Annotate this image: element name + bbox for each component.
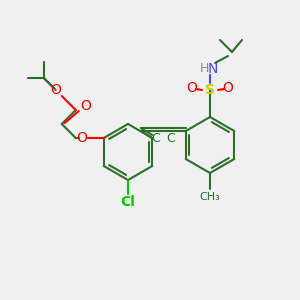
Text: S: S xyxy=(205,83,215,97)
Text: Cl: Cl xyxy=(121,195,135,209)
Text: CH₃: CH₃ xyxy=(200,192,220,202)
Text: N: N xyxy=(208,62,218,76)
Text: O: O xyxy=(187,81,197,95)
Text: O: O xyxy=(76,131,87,145)
Text: C: C xyxy=(167,133,175,146)
Text: H: H xyxy=(199,62,209,76)
Text: C: C xyxy=(152,133,160,146)
Text: O: O xyxy=(80,99,91,113)
Text: O: O xyxy=(50,83,61,97)
Text: O: O xyxy=(223,81,233,95)
